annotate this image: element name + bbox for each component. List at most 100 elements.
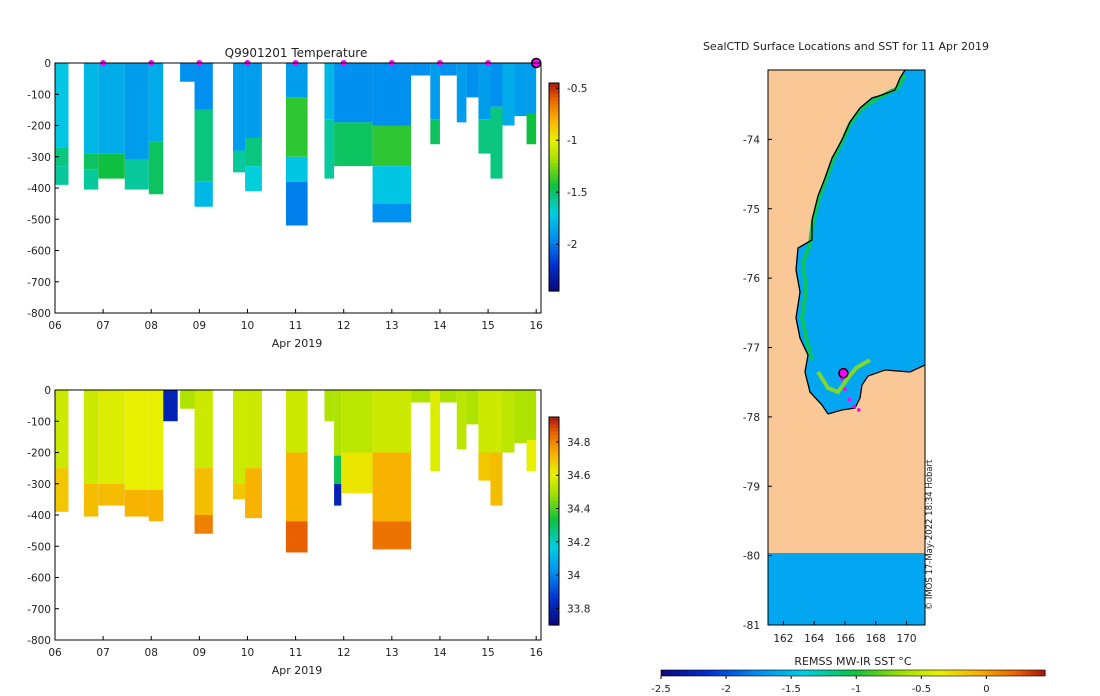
colorbar-step (549, 434, 559, 439)
ice-shelf-edge (827, 364, 925, 415)
lat-tick-label: -77 (743, 343, 760, 355)
colorbar-step (549, 190, 559, 195)
profile-cell (194, 468, 213, 515)
salinity-profiles (55, 390, 537, 553)
sst-colorbar-step (665, 670, 672, 676)
profile-cell (285, 181, 308, 226)
sst-colorbar-step (785, 670, 792, 676)
sst-colorbar-step (670, 670, 676, 676)
sst-colorbar-frame (660, 669, 1046, 677)
temperature-colorbar: -0.5 -1 -1.5 -2 (548, 82, 588, 292)
track-point (852, 404, 856, 409)
colorbar-step (549, 107, 559, 112)
sst-colorbar-step (838, 670, 844, 676)
profile-cell (124, 390, 149, 490)
profile-cell (466, 390, 479, 425)
colorbar-step (549, 430, 559, 435)
sst-colorbar-step (824, 670, 830, 676)
colorbar-step (549, 166, 559, 171)
profile-cell (514, 63, 527, 117)
sst-colorbar-step (833, 670, 840, 676)
sst-colorbar-step (934, 670, 940, 676)
sst-colorbar-step (829, 670, 835, 676)
salinity-colorbar: 34.8 34.6 34.4 34.2 34 33.8 (548, 416, 591, 626)
sst-colorbar-step (1006, 670, 1012, 676)
colorbar-step (549, 187, 559, 192)
profile-cell (324, 63, 335, 120)
temperature-x-axis: 06 07 08 09 10 11 12 13 14 15 16 (48, 309, 543, 332)
sst-colorbar-step (944, 670, 950, 676)
colorbar-step (549, 541, 559, 546)
y-tick-label: -300 (27, 152, 51, 164)
profile-cell (334, 122, 373, 167)
profile-cell (334, 390, 342, 456)
sst-colorbar-step (1016, 670, 1022, 676)
colorbar-tick-label: 33.8 (567, 603, 590, 615)
sst-colorbar-step (997, 670, 1003, 676)
profile-cell (430, 119, 440, 145)
profile-cell (124, 63, 149, 160)
profile-cell (372, 125, 412, 167)
colorbar-step (549, 552, 559, 557)
sst-colorbar-step (958, 670, 964, 676)
colorbar-tick-label: -1.5 (567, 187, 588, 199)
colorbar-step (549, 242, 559, 247)
lat-tick-label: -79 (743, 481, 760, 493)
profile-cell (233, 390, 246, 484)
sst-colorbar-step (757, 670, 763, 676)
colorbar-step (549, 538, 559, 543)
profile-cell (285, 390, 308, 453)
colorbar-step (549, 110, 559, 115)
colorbar-step (549, 193, 559, 198)
sst-colorbar-step (872, 670, 878, 676)
colorbar-tick-label: -1 (567, 135, 577, 147)
colorbar-step (549, 444, 559, 449)
colorbar-step (549, 218, 559, 223)
coastal-sst-band (799, 74, 907, 361)
sst-colorbar-step (814, 670, 820, 676)
profile-cell (456, 390, 467, 450)
x-tick-label: 10 (241, 320, 254, 332)
sst-colorbar-step (795, 670, 801, 676)
colorbar-step (549, 245, 559, 250)
colorbar-step (549, 145, 559, 150)
x-tick-label: 06 (48, 647, 62, 659)
sst-colorbar-step (723, 670, 729, 676)
profile-cell (324, 390, 335, 422)
colorbar-step (549, 593, 559, 598)
profile-cell (439, 390, 457, 403)
colorbar-step (549, 618, 559, 623)
colorbar-step (549, 204, 559, 209)
x-tick-label: 10 (241, 647, 254, 659)
colorbar-step (549, 200, 559, 205)
profile-cell (163, 390, 178, 422)
profile-cell (526, 390, 537, 440)
profile-cell (490, 106, 503, 179)
colorbar-step (549, 521, 559, 526)
x-tick-label: 15 (481, 320, 494, 332)
x-tick-label: 16 (530, 647, 544, 659)
sst-colorbar-step (901, 670, 907, 676)
sst-colorbar-step (905, 670, 912, 676)
sst-colorbar-step (867, 670, 873, 676)
colorbar-step (549, 173, 559, 178)
profile-cell (148, 141, 164, 195)
colorbar-step (549, 249, 559, 254)
colorbar-step (549, 493, 559, 498)
colorbar-step (549, 239, 559, 244)
colorbar-step (549, 437, 559, 442)
profile-cell (430, 390, 440, 472)
lat-tick-label: -80 (743, 551, 760, 563)
sst-colorbar-step (718, 670, 724, 676)
colorbar-step (549, 93, 559, 98)
track-point (857, 408, 861, 412)
profile-cell (194, 109, 213, 182)
colorbar-step (549, 531, 559, 536)
sst-colorbar-step (891, 670, 897, 676)
colorbar-step (549, 423, 559, 428)
coastal-sst-band-south (816, 358, 871, 395)
map-credit: © IMOS 17-May-2022 18:34 Hobart (925, 459, 935, 610)
profile-cell (148, 490, 164, 522)
sst-colorbar-step (819, 670, 825, 676)
temperature-xlabel: Apr 2019 (272, 337, 323, 350)
